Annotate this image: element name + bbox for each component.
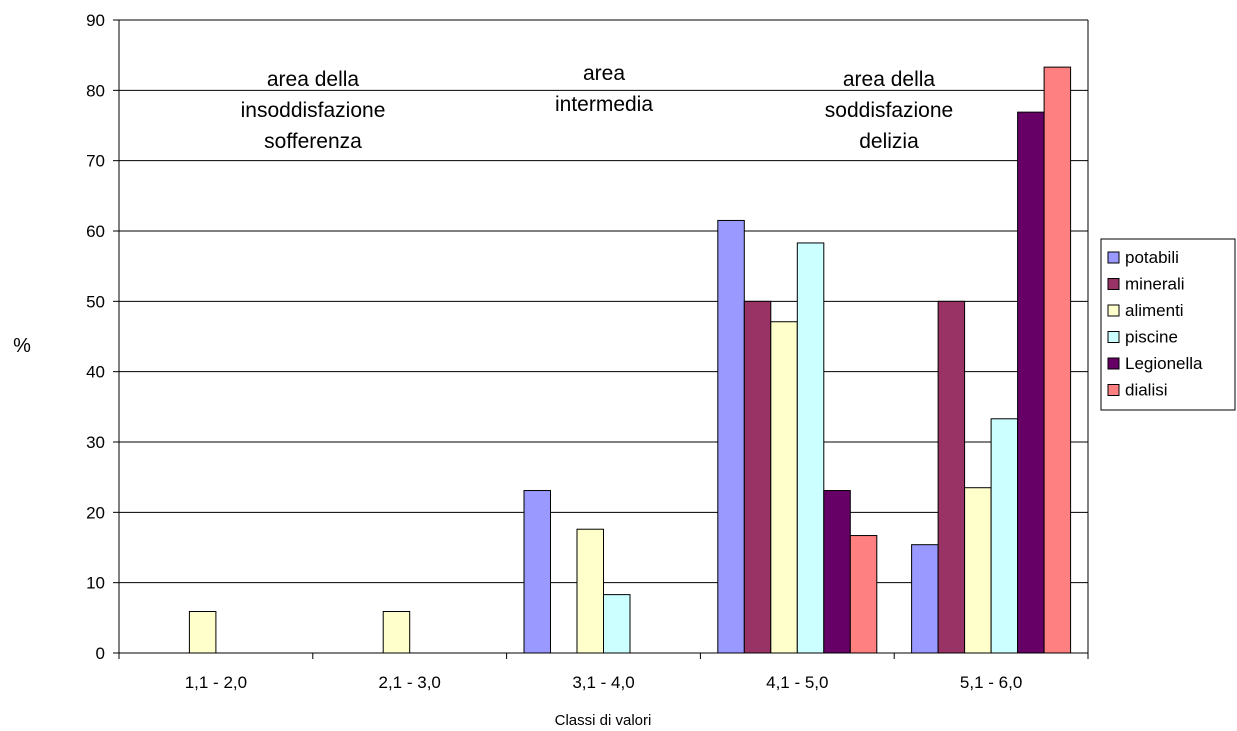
x-tick-label: 4,1 - 5,0 [766,673,828,692]
legend-swatch [1107,384,1120,396]
y-tick-label: 90 [86,11,105,30]
bar-alimenti [188,611,217,654]
bar-alimenti [964,487,992,654]
x-tick-label: 3,1 - 4,0 [572,673,634,692]
y-tick-label: 50 [86,292,105,311]
bar-alimenti [576,528,604,654]
legend-label: potabili [1125,248,1179,267]
legend-label: dialisi [1125,381,1168,400]
bar-minerali [743,300,772,654]
x-tick-labels: 1,1 - 2,0 2,1 - 3,0 3,1 - 4,0 4,1 - 5,0 5,1 … [185,673,1023,692]
bar-piscine [990,418,1019,654]
y-tick-label: 30 [86,433,105,452]
bar-piscine [796,242,825,654]
axes [113,19,1089,659]
bars [188,66,1072,654]
y-axis-label: % [13,335,31,357]
legend-swatch [1107,251,1120,264]
bar-minerali [937,300,966,654]
annotation-line: intermedia [555,93,653,116]
x-axis-label: Classi di valori [555,712,652,729]
annotation-line: area della [843,68,936,91]
annotation-line: area [583,62,625,85]
y-tick-label: 10 [86,574,105,593]
annotation-line: insoddisfazione [241,99,386,122]
x-tick-label: 2,1 - 3,0 [379,673,441,692]
y-tick-labels: 0 10 20 30 40 50 60 70 80 90 [86,11,105,663]
bar-piscine [603,594,631,654]
x-tick-label: 1,1 - 2,0 [185,673,247,692]
legend-label: Legionella [1125,354,1203,373]
bar-potabili [911,544,939,654]
y-tick-label: 70 [86,152,105,171]
bar-potabili [717,219,745,654]
annotation-line: soddisfazione [825,99,953,122]
bar-legionella [1017,111,1045,654]
annotation-soddisfazione: area della soddisfazione delizia [825,68,953,153]
legend-label: piscine [1125,328,1178,347]
annotation-line: area della [267,68,360,91]
legend: potabili minerali alimenti piscine Legionell… [1100,238,1236,411]
y-tick-label: 20 [86,503,105,522]
bar-alimenti [382,611,411,654]
y-tick-label: 80 [86,81,105,100]
bar-dialisi [849,535,878,654]
annotation-intermedia: area intermedia [555,62,653,116]
legend-box [1100,238,1236,411]
y-tick-label: 40 [86,363,105,382]
legend-swatch [1107,304,1120,317]
bar-dialisi [1043,66,1072,654]
legend-swatch [1107,357,1120,370]
bar-alimenti [770,321,798,654]
gridlines [119,19,1088,584]
bar-potabili [523,490,551,654]
annotation-line: delizia [859,130,919,153]
legend-label: minerali [1125,275,1185,294]
bar-legionella [823,490,851,654]
legend-swatch [1107,278,1120,290]
annotation-line: sofferenza [264,130,362,153]
annotation-insoddisfazione: area della insoddisfazione sofferenza [241,68,386,153]
y-tick-label: 60 [86,222,105,241]
y-tick-label: 0 [96,644,105,663]
x-tick-label: 5,1 - 6,0 [960,673,1022,692]
legend-swatch [1107,331,1120,343]
legend-label: alimenti [1125,301,1184,320]
